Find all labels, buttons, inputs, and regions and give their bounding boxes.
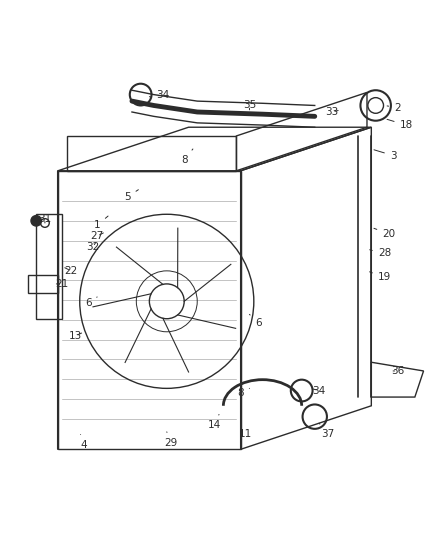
Text: 33: 33	[325, 107, 339, 117]
Text: 2: 2	[387, 103, 401, 112]
Text: 14: 14	[208, 415, 221, 430]
Circle shape	[31, 215, 42, 226]
Text: 29: 29	[165, 432, 178, 448]
Text: 3: 3	[374, 150, 396, 160]
Text: 27: 27	[91, 231, 104, 241]
Text: 31: 31	[38, 214, 52, 224]
Text: 32: 32	[86, 242, 99, 252]
Text: 1: 1	[94, 216, 108, 230]
Text: 34: 34	[312, 385, 326, 395]
Text: 6: 6	[85, 297, 97, 309]
Text: 21: 21	[56, 279, 69, 289]
Text: 37: 37	[319, 423, 335, 439]
Text: 36: 36	[391, 366, 404, 376]
Text: 35: 35	[243, 100, 256, 110]
Text: 19: 19	[370, 272, 391, 282]
Text: 6: 6	[250, 314, 261, 328]
Text: 8: 8	[237, 387, 250, 398]
Text: 34: 34	[149, 90, 169, 100]
Text: 20: 20	[374, 228, 396, 239]
Text: 8: 8	[181, 149, 193, 165]
Text: 18: 18	[387, 119, 413, 130]
Text: 11: 11	[238, 423, 252, 439]
Text: 4: 4	[81, 434, 88, 450]
Text: 5: 5	[124, 190, 138, 202]
Text: 13: 13	[69, 331, 82, 341]
Text: 22: 22	[64, 266, 78, 276]
Text: 28: 28	[370, 248, 391, 259]
